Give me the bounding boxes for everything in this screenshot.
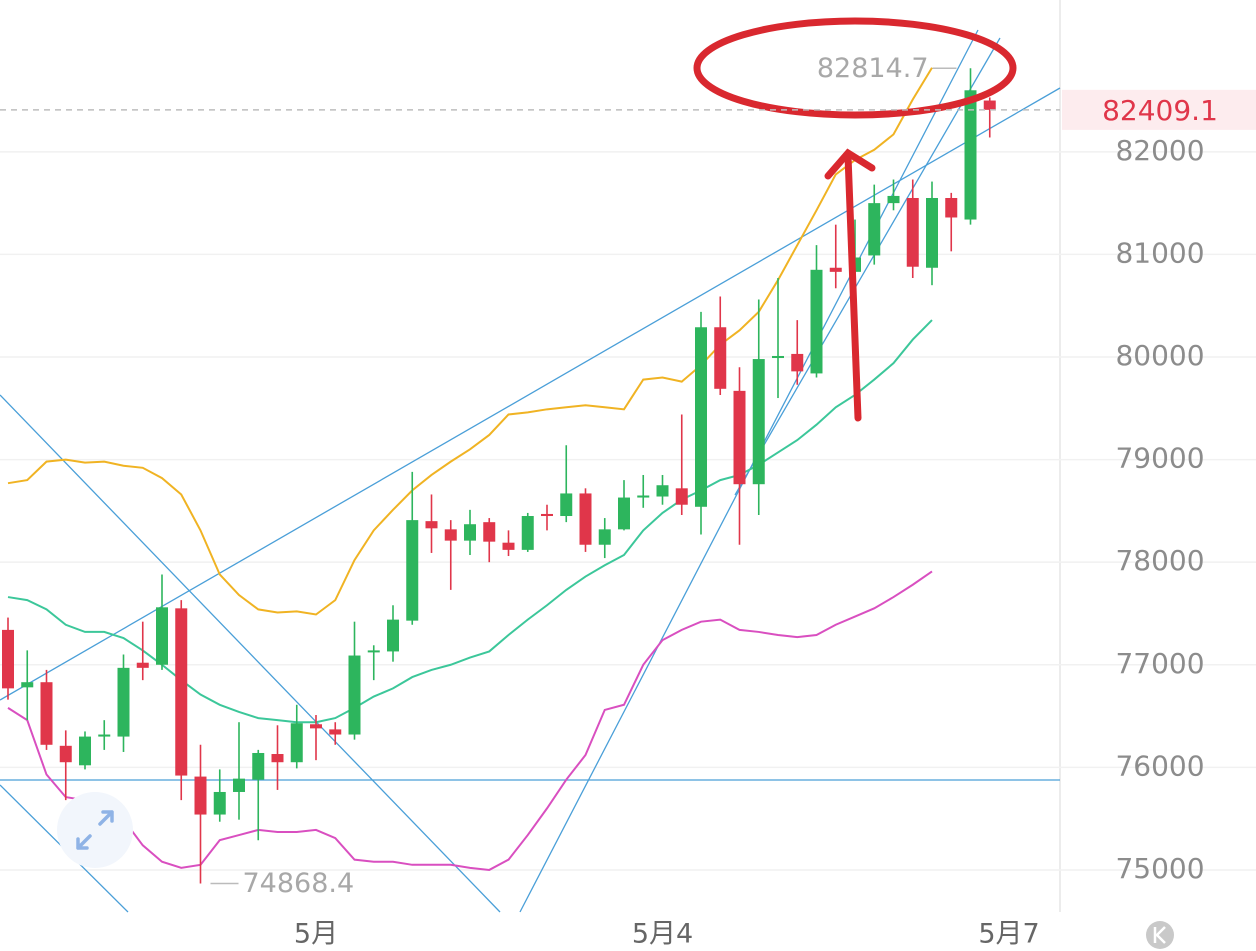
y-tick-label: 78000 [1115, 544, 1204, 577]
candle-body [233, 778, 245, 792]
highlight-ellipse [693, 17, 1017, 119]
k-circle[interactable] [1146, 921, 1174, 949]
candle-body [2, 629, 14, 689]
arrow-head [824, 148, 876, 180]
candle-body [464, 524, 476, 541]
trend-lines [0, 29, 1061, 913]
x-tick-label: 5月 [294, 919, 338, 950]
candle-body [521, 516, 534, 550]
trend-line [0, 394, 501, 913]
candle-body [290, 723, 303, 763]
candle-body [926, 197, 938, 268]
candle-body [733, 390, 746, 485]
grid [0, 151, 1256, 871]
candle-body [810, 269, 823, 374]
current-price-bg [1062, 89, 1256, 130]
candle-body [906, 197, 919, 267]
expand-icon[interactable] [57, 792, 133, 868]
candle-body [983, 100, 996, 110]
candle-body [483, 522, 496, 542]
candle-body [348, 655, 361, 735]
candle-body [329, 729, 342, 735]
candle-body [156, 607, 168, 665]
candle-body [637, 495, 650, 498]
candle-body [310, 724, 322, 729]
candle-body [502, 542, 515, 550]
candle-body [40, 682, 53, 745]
candle-body [425, 521, 438, 529]
candle-body [406, 520, 419, 621]
k-glyph[interactable] [1153, 926, 1166, 944]
candle-body [964, 90, 977, 220]
candle-body [714, 327, 727, 389]
y-tick-label: 77000 [1115, 647, 1204, 680]
trend-line [734, 37, 1001, 496]
y-tick-label: 81000 [1115, 236, 1204, 269]
candle-body [675, 488, 688, 505]
expand-bg[interactable] [57, 792, 133, 868]
candle-body [136, 662, 149, 668]
candle-body [117, 667, 130, 737]
candle-body [868, 203, 881, 256]
k-button[interactable] [1146, 921, 1174, 949]
indicator-line [7, 570, 933, 871]
candle-body [772, 355, 784, 359]
y-tick-label: 76000 [1115, 749, 1204, 782]
candle-body [541, 513, 553, 517]
candle-body [213, 791, 226, 815]
trend-line [0, 87, 1061, 701]
candle-body [656, 485, 669, 497]
max-label: 82814.7 [817, 53, 929, 84]
current-price-label: 82409.1 [1102, 94, 1218, 127]
candle-body [271, 754, 284, 763]
candle-body [252, 752, 265, 780]
x-tick-label: 5月7 [978, 919, 1039, 950]
x-tick-label: 5月4 [632, 919, 693, 950]
candle-body [98, 734, 111, 737]
candle-body [695, 327, 707, 507]
candle-body [21, 682, 34, 688]
candle-body [618, 497, 630, 530]
candle-body [560, 493, 573, 517]
candle-body [791, 353, 804, 372]
candle-body [829, 267, 842, 272]
candle-body [387, 619, 399, 652]
y-tick-label: 79000 [1115, 442, 1204, 475]
arrow-shaft [844, 152, 862, 422]
candle-body [598, 529, 611, 545]
candle-body [194, 776, 207, 815]
y-tick-label: 75000 [1115, 852, 1204, 885]
y-tick-label: 80000 [1115, 339, 1204, 372]
candle-body [444, 529, 457, 541]
candle-body [367, 650, 380, 653]
candle-body [579, 493, 592, 545]
candle-body [752, 359, 765, 485]
candle-body [945, 197, 958, 218]
candle-body [79, 736, 91, 766]
candle-body [887, 195, 900, 204]
candle-body [175, 608, 188, 776]
candle-body [59, 745, 72, 763]
y-tick-label: 82000 [1115, 134, 1204, 167]
expand-glyph[interactable] [76, 810, 114, 850]
plot [2, 67, 996, 884]
min-label: 74868.4 [243, 868, 355, 899]
arrow [824, 148, 876, 422]
